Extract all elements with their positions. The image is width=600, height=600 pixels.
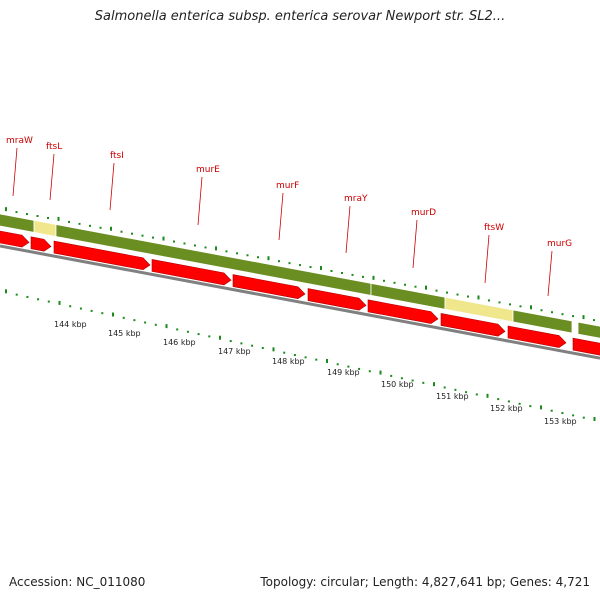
gene-arrow[interactable] [232,274,306,300]
pale-segment[interactable] [33,219,57,237]
kbp-label: 145 kbp [108,329,141,338]
kbp-label: 147 kbp [218,347,251,356]
gene-arrow[interactable] [440,313,506,337]
gene-leader-line [278,192,284,241]
gene-label[interactable]: ftsI [110,151,124,161]
gene-leader-line [197,176,203,226]
gene-arrow-track [0,230,600,356]
kbp-label: 149 kbp [327,368,360,377]
gene-labels: mraW ftsL ftsI murE murF mraY murD ftsW murG [6,136,572,297]
gene-arrow[interactable] [30,236,52,252]
backbone-line [0,244,600,360]
gene-label[interactable]: murF [276,181,299,191]
accession-text: Accession: NC_011080 [9,575,146,589]
gene-arrow[interactable] [151,259,232,286]
backbone-track [0,244,600,360]
gene-leader-line [412,219,418,269]
gene-arrow[interactable] [53,240,151,271]
gene-arrow[interactable] [307,288,367,311]
feature-segment-track [0,213,600,340]
gene-leader-line [345,205,351,254]
kbp-label: 148 kbp [272,357,305,366]
gene-leader-line [547,250,553,297]
gene-label[interactable]: mraY [344,194,368,204]
olive-segment[interactable] [577,321,600,340]
gene-label[interactable]: murD [411,208,436,218]
gene-leader-line [49,153,55,201]
gene-label[interactable]: ftsW [484,223,504,233]
gene-arrow[interactable] [0,230,30,248]
olive-segment[interactable] [0,213,35,233]
kbp-label: 146 kbp [163,338,196,347]
olive-segment[interactable] [512,309,573,334]
gene-label[interactable]: murE [196,165,220,175]
kbp-label: 151 kbp [436,392,469,401]
map-title: Salmonella enterica subsp. enterica sero… [94,9,506,24]
gene-leader-line [12,147,18,197]
gene-arrow[interactable] [367,299,439,324]
topology-summary: Topology: circular; Length: 4,827,641 bp… [260,575,590,589]
gene-label[interactable]: murG [547,239,572,249]
tick-marks [5,207,596,422]
gene-label[interactable]: ftsL [46,142,62,152]
gene-label[interactable]: mraW [6,136,33,146]
gene-arrow[interactable] [507,325,567,348]
gene-leader-line [109,162,115,211]
kbp-label: 152 kbp [490,404,523,413]
gene-arrow[interactable] [572,337,600,356]
kbp-label: 150 kbp [381,380,414,389]
gene-leader-line [484,234,490,284]
kbp-label: 144 kbp [54,320,87,329]
kbp-scale: 144 kbp 145 kbp 146 kbp 147 kbp 148 kbp 149 k… [54,320,577,426]
kbp-label: 153 kbp [544,417,577,426]
